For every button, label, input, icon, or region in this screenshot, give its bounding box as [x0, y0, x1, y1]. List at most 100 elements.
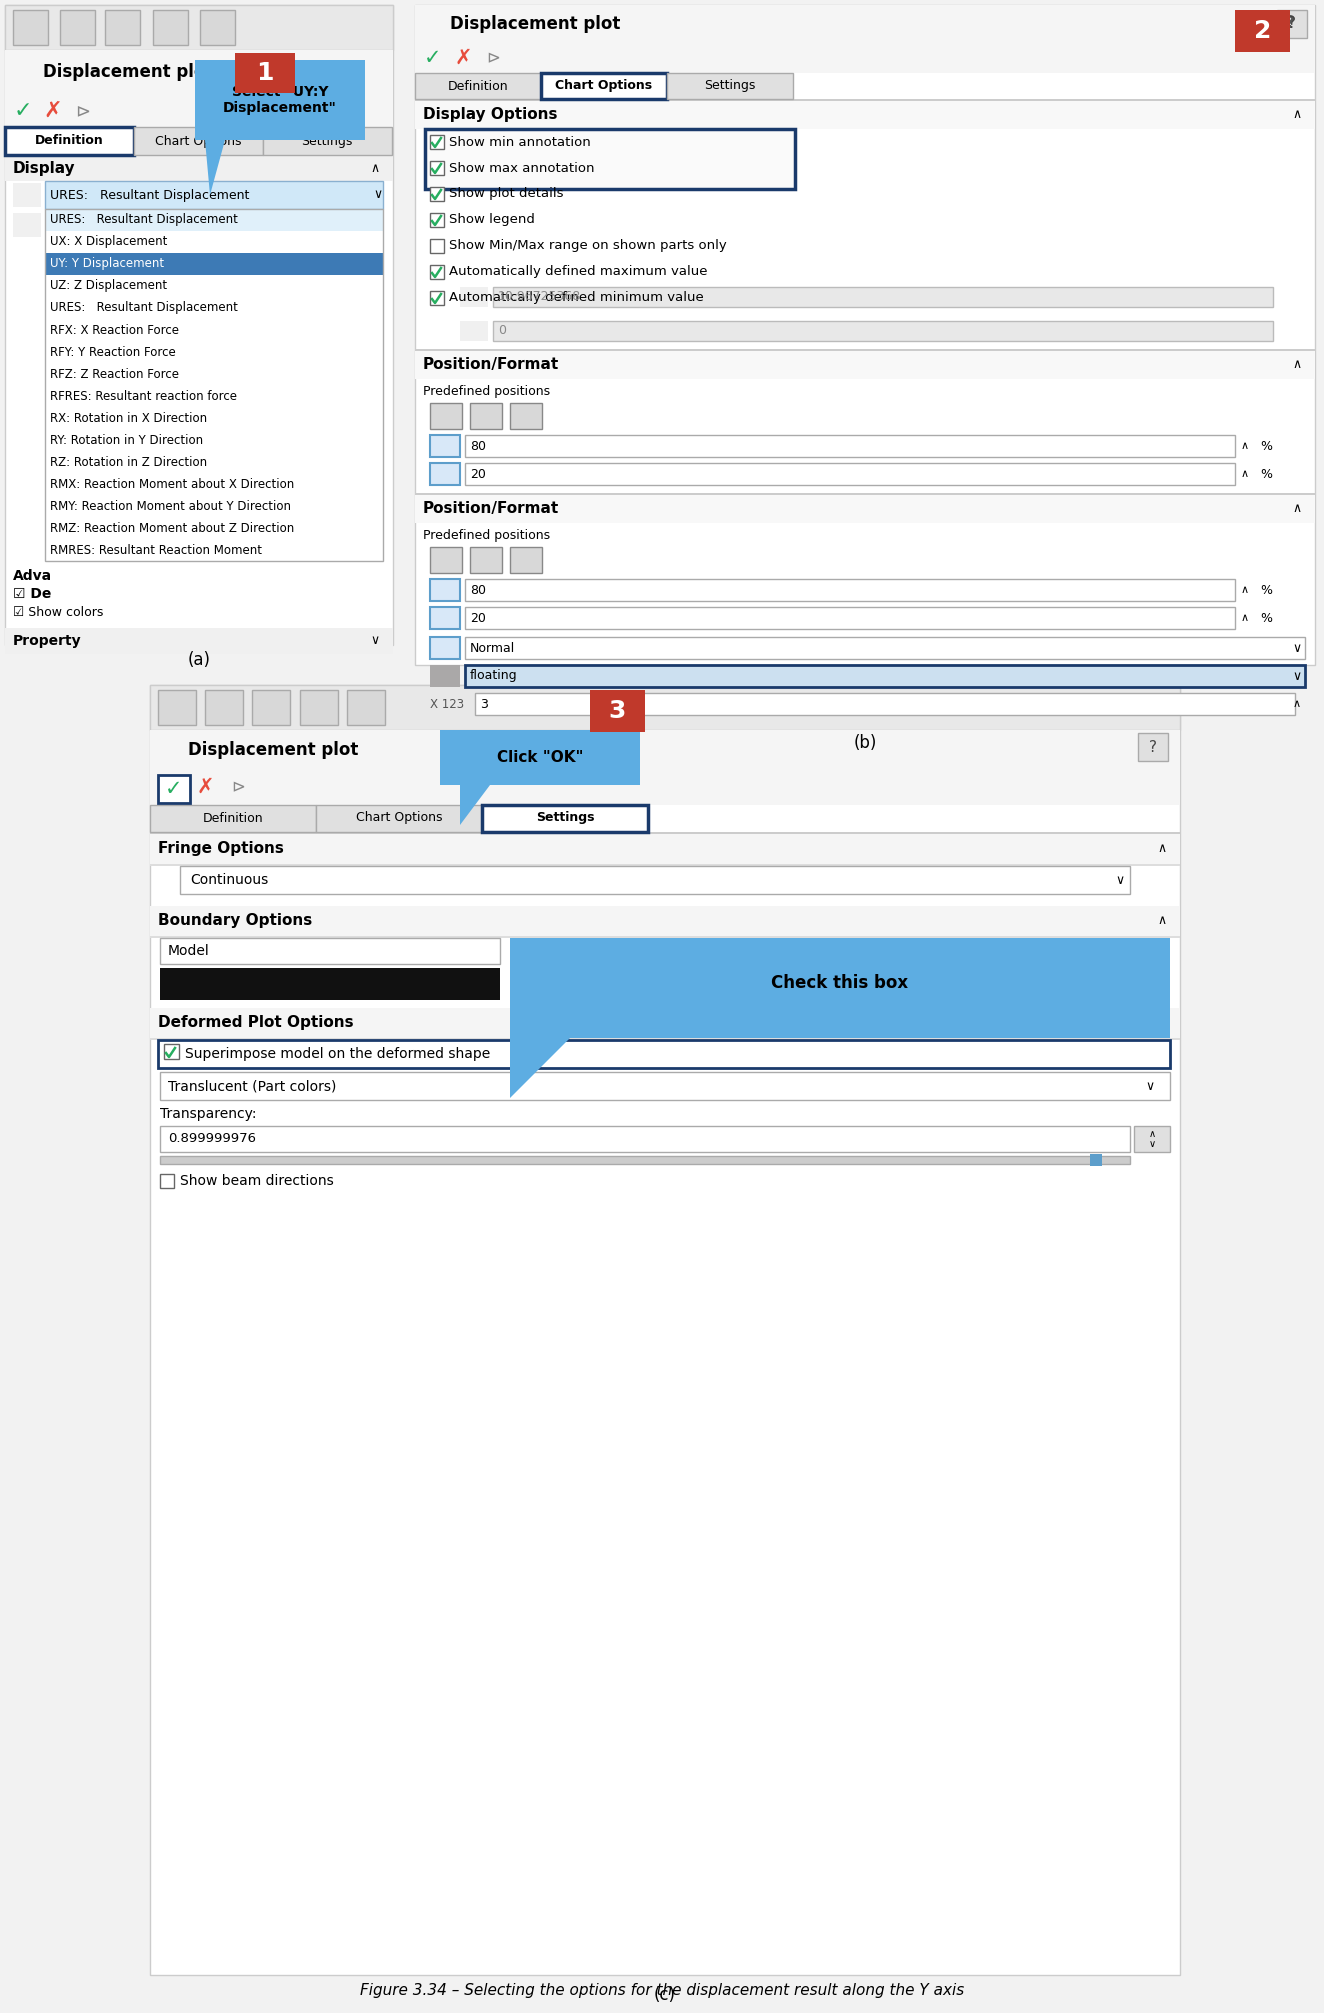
- Bar: [150, 805, 316, 831]
- Bar: [465, 608, 1235, 628]
- Text: ∧: ∧: [1157, 914, 1166, 928]
- Text: Displacement plot: Displacement plot: [42, 62, 213, 81]
- Text: ∨: ∨: [1115, 874, 1124, 886]
- Bar: [414, 72, 542, 99]
- Text: ☑ Show colors: ☑ Show colors: [13, 606, 103, 618]
- Text: ∨: ∨: [1148, 1139, 1156, 1149]
- Text: Show legend: Show legend: [449, 213, 535, 227]
- Text: ∧: ∧: [1292, 358, 1301, 372]
- Bar: [430, 435, 459, 457]
- Bar: [465, 463, 1235, 485]
- Text: Predefined positions: Predefined positions: [422, 529, 551, 541]
- Text: 10.96725368: 10.96725368: [498, 290, 581, 304]
- Text: Click "OK": Click "OK": [496, 749, 584, 765]
- Text: ⊳: ⊳: [486, 48, 500, 66]
- Bar: [465, 664, 1305, 686]
- Text: Chart Options: Chart Options: [356, 811, 442, 825]
- Text: ∧: ∧: [1241, 614, 1249, 622]
- Bar: [5, 628, 393, 654]
- Bar: [13, 213, 41, 238]
- Bar: [1133, 1125, 1170, 1151]
- Bar: [510, 938, 1170, 1039]
- Text: Adva: Adva: [13, 570, 52, 584]
- Text: Position/Format: Position/Format: [422, 501, 559, 517]
- Bar: [5, 4, 393, 50]
- Bar: [5, 50, 393, 95]
- Text: Settings: Settings: [704, 79, 756, 93]
- Bar: [150, 906, 1180, 936]
- Text: RY: Rotation in Y Direction: RY: Rotation in Y Direction: [50, 433, 203, 447]
- Text: ∧: ∧: [1241, 469, 1249, 479]
- Bar: [425, 129, 794, 189]
- Text: URES:   Resultant Displacement: URES: Resultant Displacement: [50, 189, 249, 201]
- Text: Show min annotation: Show min annotation: [449, 135, 591, 149]
- Bar: [180, 866, 1129, 894]
- Text: UX: X Displacement: UX: X Displacement: [50, 236, 167, 248]
- Bar: [459, 320, 489, 340]
- Text: Automatically defined maximum value: Automatically defined maximum value: [449, 266, 707, 278]
- Text: Model: Model: [168, 944, 209, 958]
- Bar: [45, 276, 383, 298]
- Bar: [45, 254, 383, 276]
- Text: ?: ?: [1284, 14, 1295, 32]
- Bar: [45, 181, 383, 209]
- Text: RMY: Reaction Moment about Y Direction: RMY: Reaction Moment about Y Direction: [50, 499, 291, 513]
- Bar: [158, 690, 196, 725]
- Bar: [13, 183, 41, 207]
- Text: ☑ De: ☑ De: [13, 588, 52, 602]
- Bar: [5, 95, 393, 127]
- Bar: [414, 495, 1315, 523]
- Bar: [1235, 10, 1290, 52]
- Bar: [316, 805, 482, 831]
- Bar: [430, 266, 444, 280]
- Bar: [134, 127, 263, 155]
- Text: Boundary Options: Boundary Options: [158, 914, 312, 928]
- Bar: [105, 10, 140, 44]
- Bar: [45, 318, 383, 340]
- Bar: [430, 636, 459, 658]
- Text: ⊳: ⊳: [75, 103, 90, 121]
- Bar: [470, 548, 502, 574]
- Bar: [263, 127, 392, 155]
- Text: UZ: Z Displacement: UZ: Z Displacement: [50, 280, 167, 292]
- Text: 20: 20: [470, 467, 486, 481]
- Text: 20: 20: [470, 612, 486, 624]
- Bar: [158, 1041, 1170, 1069]
- Bar: [5, 4, 393, 644]
- Text: URES:   Resultant Displacement: URES: Resultant Displacement: [50, 302, 238, 314]
- Text: Chart Options: Chart Options: [556, 79, 653, 93]
- Text: Select "UY:Y
Displacement": Select "UY:Y Displacement": [222, 85, 336, 115]
- Text: ∧: ∧: [1157, 843, 1166, 856]
- Bar: [430, 292, 444, 306]
- Text: 1: 1: [257, 60, 274, 85]
- Bar: [347, 690, 385, 725]
- Text: Show max annotation: Show max annotation: [449, 161, 594, 175]
- Bar: [475, 692, 1295, 715]
- Text: ∨: ∨: [371, 634, 380, 648]
- Bar: [470, 403, 502, 429]
- Text: ∧: ∧: [371, 161, 380, 175]
- Text: (b): (b): [853, 735, 876, 753]
- Text: %: %: [1260, 439, 1272, 453]
- Text: RFZ: Z Reaction Force: RFZ: Z Reaction Force: [50, 368, 179, 380]
- Bar: [482, 805, 647, 831]
- Text: Fringe Options: Fringe Options: [158, 841, 283, 856]
- Bar: [160, 968, 500, 1000]
- Bar: [150, 731, 1180, 771]
- Bar: [440, 731, 639, 785]
- Text: Display: Display: [13, 161, 75, 175]
- Text: ✓: ✓: [424, 48, 442, 68]
- Bar: [234, 52, 295, 93]
- Bar: [45, 231, 383, 254]
- Text: (c): (c): [654, 1987, 677, 2005]
- Text: Displacement plot: Displacement plot: [450, 14, 621, 32]
- Text: Translucent (Part colors): Translucent (Part colors): [168, 1079, 336, 1093]
- Text: ?: ?: [1149, 739, 1157, 755]
- Bar: [1090, 1153, 1102, 1166]
- Text: ✗: ✗: [196, 777, 213, 797]
- Bar: [252, 690, 290, 725]
- Bar: [150, 684, 1180, 1975]
- Text: 3: 3: [608, 699, 626, 723]
- Polygon shape: [205, 141, 225, 195]
- Bar: [45, 384, 383, 407]
